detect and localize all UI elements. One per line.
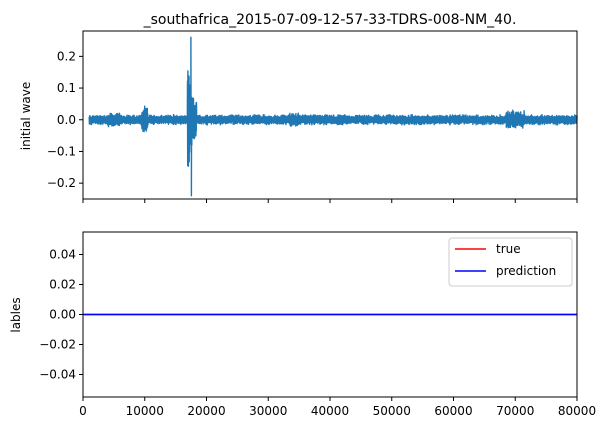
x-tick-label: 30000: [249, 404, 287, 418]
y-tick-label: 0.0: [57, 113, 76, 127]
y-tick-label: 0.00: [49, 308, 76, 322]
top-subplot: _southafrica_2015-07-09-12-57-33-TDRS-00…: [19, 12, 578, 203]
legend-true-label: true: [496, 242, 521, 256]
top-y-ticks: 0.2 0.1 0.0 −0.1 −0.2: [47, 49, 83, 190]
x-tick-label: 20000: [187, 404, 225, 418]
x-tick-label: 80000: [558, 404, 596, 418]
top-axes-frame: [82, 30, 578, 200]
legend-prediction-label: prediction: [496, 264, 556, 278]
waveform-series-line: [88, 36, 578, 197]
x-tick-label: 70000: [496, 404, 534, 418]
x-tick-label: 40000: [311, 404, 349, 418]
y-tick-label: −0.1: [47, 144, 76, 158]
x-tick-label: 50000: [373, 404, 411, 418]
bottom-y-ticks: 0.04 0.02 0.00 −0.02 −0.04: [39, 248, 83, 382]
top-plot-area: [88, 36, 578, 197]
y-tick-label: 0.04: [49, 248, 76, 262]
bottom-x-ticks: 0 10000 20000 30000 40000 50000 60000 70000 8000…: [79, 397, 596, 418]
top-y-axis-label: initial wave: [19, 82, 33, 150]
y-tick-label: 0.2: [57, 49, 76, 63]
y-tick-label: −0.04: [39, 368, 76, 382]
y-tick-label: 0.02: [49, 278, 76, 292]
y-tick-label: 0.1: [57, 81, 76, 95]
x-tick-label: 0: [79, 404, 87, 418]
y-tick-label: −0.2: [47, 176, 76, 190]
bottom-y-axis-label: lables: [9, 297, 23, 332]
x-tick-label: 60000: [434, 404, 472, 418]
legend: true prediction: [448, 237, 573, 287]
top-x-ticks: [82, 199, 578, 203]
top-chart-title: _southafrica_2015-07-09-12-57-33-TDRS-00…: [143, 12, 517, 28]
legend-box: [448, 237, 573, 287]
y-tick-label: −0.02: [39, 338, 76, 352]
bottom-subplot: lables 0.04 0.02 0.00 −0.02 −0.04 0 10000 2000…: [9, 231, 596, 418]
x-tick-label: 10000: [126, 404, 164, 418]
